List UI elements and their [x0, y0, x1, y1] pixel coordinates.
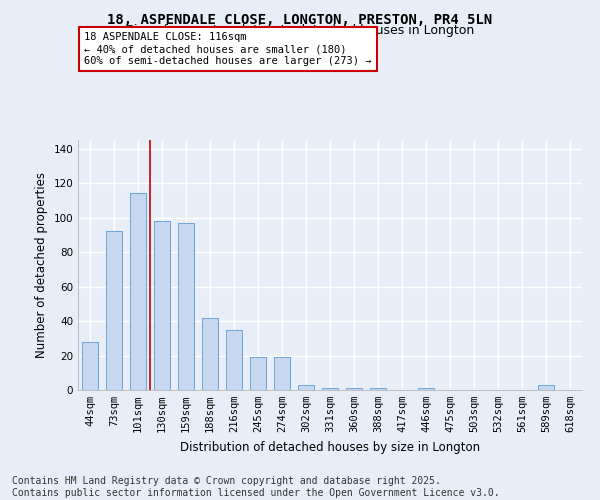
Bar [82, 342, 98, 390]
Text: 18, ASPENDALE CLOSE, LONGTON, PRESTON, PR4 5LN: 18, ASPENDALE CLOSE, LONGTON, PRESTON, P… [107, 12, 493, 26]
Bar [130, 194, 146, 390]
Bar [154, 221, 170, 390]
Text: Size of property relative to detached houses in Longton: Size of property relative to detached ho… [126, 24, 474, 37]
Bar [226, 330, 242, 390]
Bar [298, 385, 314, 390]
Bar [250, 357, 266, 390]
Bar [370, 388, 386, 390]
Bar [322, 388, 338, 390]
Bar [202, 318, 218, 390]
Bar [418, 388, 434, 390]
Y-axis label: Number of detached properties: Number of detached properties [35, 172, 48, 358]
Bar [106, 232, 122, 390]
Bar [274, 357, 290, 390]
Bar [538, 385, 554, 390]
X-axis label: Distribution of detached houses by size in Longton: Distribution of detached houses by size … [180, 440, 480, 454]
Text: Contains HM Land Registry data © Crown copyright and database right 2025.
Contai: Contains HM Land Registry data © Crown c… [12, 476, 500, 498]
Bar [178, 223, 194, 390]
Bar [346, 388, 362, 390]
Text: 18 ASPENDALE CLOSE: 116sqm
← 40% of detached houses are smaller (180)
60% of sem: 18 ASPENDALE CLOSE: 116sqm ← 40% of deta… [84, 32, 371, 66]
